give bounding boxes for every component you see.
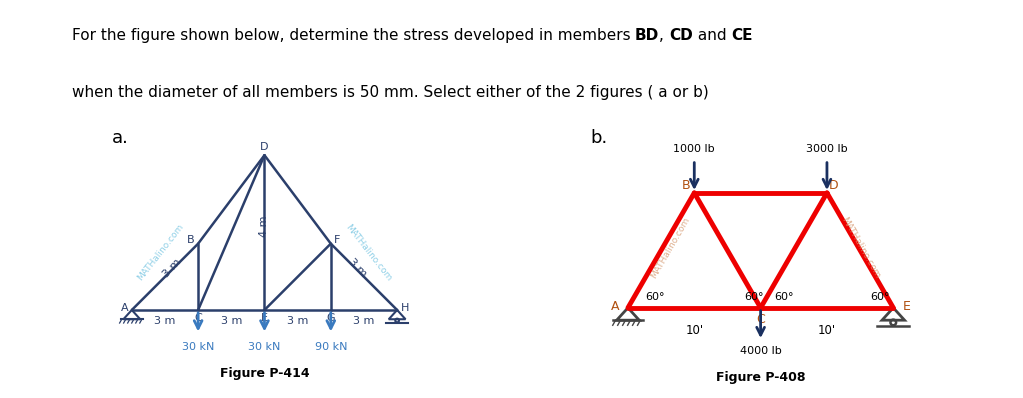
Text: when the diameter of all members is 50 mm. Select either of the 2 figures ( a or: when the diameter of all members is 50 m… (72, 84, 708, 100)
Text: D: D (829, 179, 839, 192)
Text: MATHalino.com: MATHalino.com (344, 222, 393, 283)
Text: b.: b. (591, 129, 608, 147)
Text: D: D (260, 142, 269, 152)
Text: C: C (756, 313, 765, 326)
Text: F: F (335, 235, 341, 245)
Text: 4000 lb: 4000 lb (740, 346, 782, 356)
Text: MATHalino.com: MATHalino.com (136, 222, 185, 283)
Text: Figure P-414: Figure P-414 (220, 367, 309, 380)
Text: CE: CE (731, 27, 753, 43)
Text: a.: a. (112, 129, 129, 147)
Text: 30 kN: 30 kN (249, 342, 280, 352)
Text: 10': 10' (817, 324, 836, 337)
Text: 3000 lb: 3000 lb (806, 144, 848, 154)
Text: 30 kN: 30 kN (182, 342, 214, 352)
Text: C: C (194, 313, 202, 324)
Text: 1000 lb: 1000 lb (673, 144, 715, 154)
Text: H: H (401, 303, 409, 313)
Text: For the figure shown below, determine the stress developed in members: For the figure shown below, determine th… (72, 27, 635, 43)
Text: A: A (611, 300, 619, 313)
Text: E: E (261, 313, 268, 324)
Text: 3 m: 3 m (154, 316, 176, 326)
Text: B: B (186, 235, 194, 245)
Text: and: and (693, 27, 731, 43)
Text: G: G (326, 313, 336, 324)
Text: A: A (122, 303, 129, 313)
Text: ,: , (660, 27, 669, 43)
Text: B: B (682, 179, 691, 192)
Text: 3 m: 3 m (161, 257, 182, 279)
Text: 3 m: 3 m (221, 316, 242, 326)
Text: BD: BD (635, 27, 660, 43)
Text: 60°: 60° (871, 293, 890, 302)
Text: 60°: 60° (745, 293, 764, 302)
Text: 3 m: 3 m (353, 316, 374, 326)
Text: MATHalino.com: MATHalino.com (650, 216, 692, 280)
Text: Figure P-408: Figure P-408 (716, 371, 805, 384)
Text: 3 m: 3 m (347, 257, 368, 279)
Text: 60°: 60° (773, 293, 794, 302)
Text: 60°: 60° (646, 293, 665, 302)
Text: 10': 10' (685, 324, 704, 337)
Text: 4 m: 4 m (260, 215, 269, 237)
Text: 3 m: 3 m (286, 316, 308, 326)
Text: E: E (902, 300, 910, 313)
Text: CD: CD (669, 27, 693, 43)
Text: 90 kN: 90 kN (314, 342, 347, 352)
Text: MATHalino.com: MATHalino.com (839, 216, 882, 280)
